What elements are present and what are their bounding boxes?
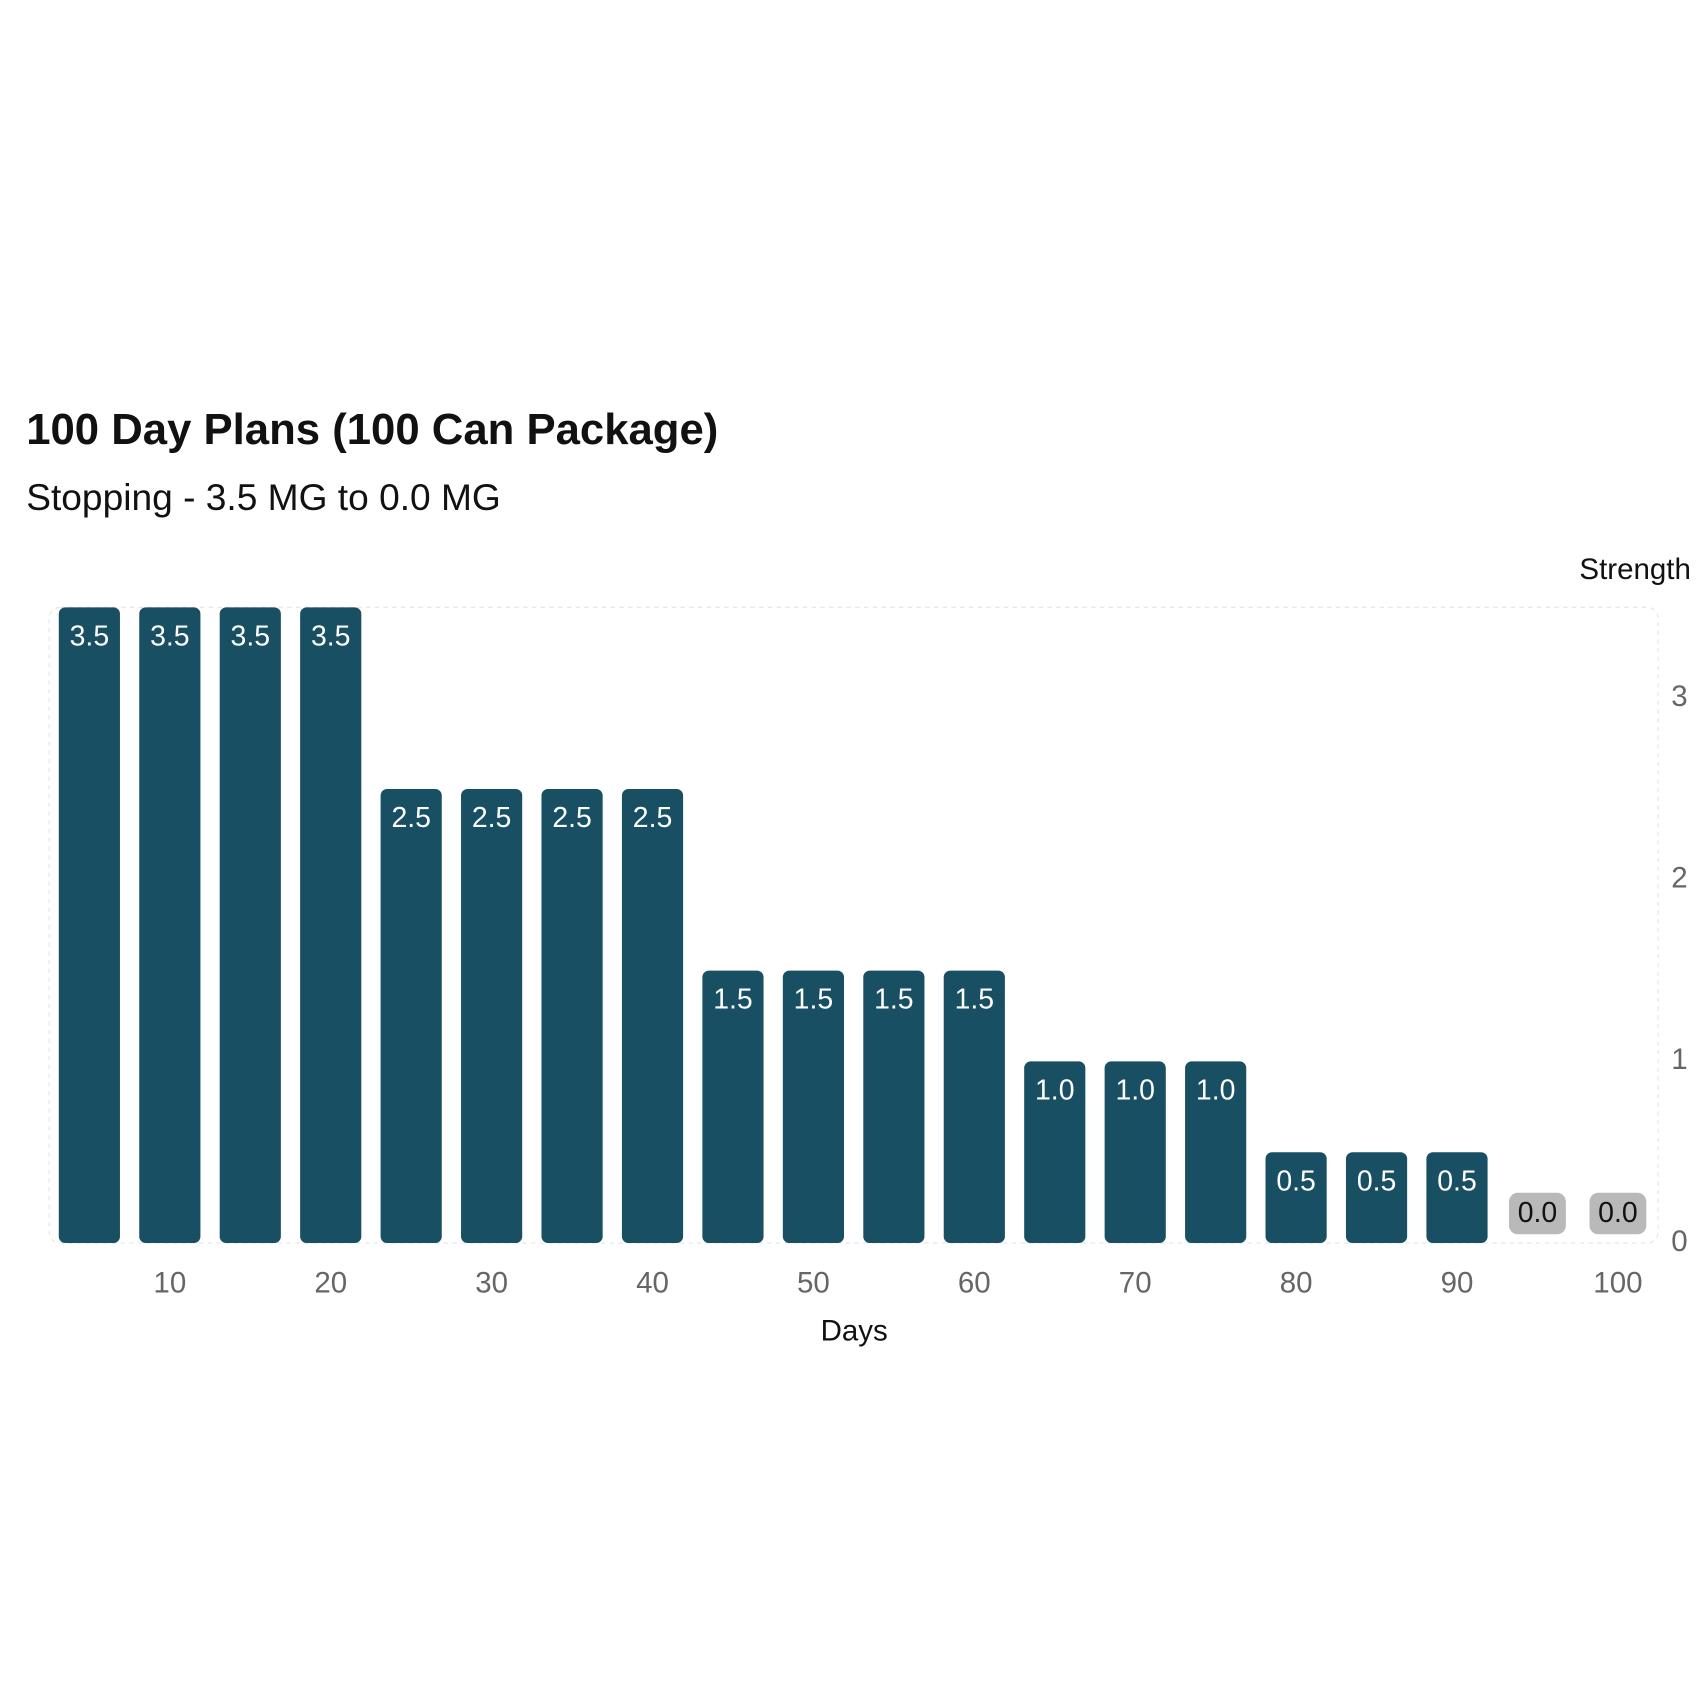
x-tick-label: 30 xyxy=(475,1266,508,1299)
value-label-background xyxy=(1509,1192,1566,1235)
value-label: 1.0 xyxy=(1196,1074,1235,1106)
chart-title: 100 Day Plans (100 Can Package) xyxy=(26,405,718,454)
value-label: 3.5 xyxy=(70,620,109,652)
bar xyxy=(1265,1152,1327,1244)
chart-subtitle: Stopping - 3.5 MG to 0.0 MG xyxy=(26,476,501,518)
value-label: 3.5 xyxy=(231,620,270,652)
bar xyxy=(702,970,764,1244)
value-label: 1.5 xyxy=(955,984,994,1016)
bar xyxy=(943,970,1005,1244)
bar xyxy=(1024,1061,1086,1244)
x-tick-label: 10 xyxy=(153,1266,186,1299)
bar xyxy=(380,788,442,1244)
x-tick-label: 40 xyxy=(636,1266,669,1299)
plot-frame xyxy=(48,606,1659,1244)
bar xyxy=(863,970,925,1244)
x-tick-label: 20 xyxy=(314,1266,347,1299)
value-label: 2.5 xyxy=(472,802,511,834)
bar xyxy=(461,788,523,1244)
bar xyxy=(621,788,684,1244)
x-tick-label: 100 xyxy=(1593,1266,1642,1299)
x-tick-label: 80 xyxy=(1280,1266,1313,1299)
x-tick-label: 90 xyxy=(1441,1266,1474,1299)
x-tick-label: 60 xyxy=(958,1266,991,1299)
value-label: 0.5 xyxy=(1437,1165,1476,1197)
value-label: 2.5 xyxy=(391,802,430,834)
value-label: 2.5 xyxy=(552,802,591,834)
bar xyxy=(300,607,362,1244)
x-tick-label: 70 xyxy=(1119,1266,1152,1299)
y-tick-label: 1 xyxy=(1671,1043,1687,1076)
bar xyxy=(1426,1152,1488,1244)
bar xyxy=(1185,1061,1247,1244)
value-label: 0.5 xyxy=(1357,1165,1396,1197)
value-label: 0.0 xyxy=(1598,1197,1637,1229)
value-label: 1.0 xyxy=(1115,1074,1154,1106)
y-tick-label: 3 xyxy=(1671,680,1687,713)
bar xyxy=(782,970,844,1244)
y-axis-title: Strength xyxy=(1579,553,1690,586)
value-label: 2.5 xyxy=(633,802,672,834)
x-axis-title: Days xyxy=(821,1314,888,1347)
value-label: 0.0 xyxy=(1518,1197,1557,1229)
y-tick-label: 2 xyxy=(1671,862,1687,895)
value-label: 1.5 xyxy=(874,984,913,1016)
bar xyxy=(219,607,281,1244)
bar xyxy=(58,607,120,1244)
bar xyxy=(139,607,201,1244)
x-tick-label: 50 xyxy=(797,1266,830,1299)
value-label: 1.5 xyxy=(713,984,752,1016)
value-label-background xyxy=(1589,1192,1647,1235)
bar xyxy=(1104,1061,1166,1244)
y-tick-label: 0 xyxy=(1671,1225,1687,1258)
bar xyxy=(1345,1152,1408,1244)
bar xyxy=(541,788,603,1244)
value-label: 3.5 xyxy=(311,620,350,652)
value-label: 3.5 xyxy=(150,620,189,652)
value-label: 1.5 xyxy=(794,984,833,1016)
value-label: 0.5 xyxy=(1276,1165,1315,1197)
value-label: 1.0 xyxy=(1035,1074,1074,1106)
